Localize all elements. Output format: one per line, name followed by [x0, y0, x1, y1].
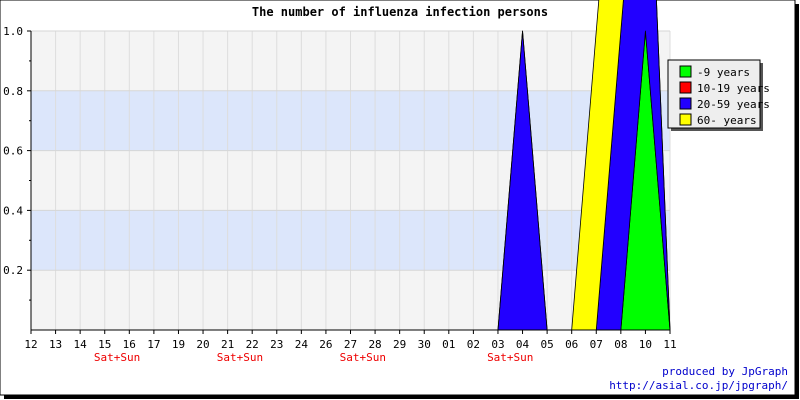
- x-tick-label: 05: [540, 338, 553, 351]
- x-tick-label: 23: [270, 338, 283, 351]
- x-tick-label: 07: [590, 338, 603, 351]
- legend-swatch: [679, 81, 692, 94]
- x-tick-label: 11: [663, 338, 676, 351]
- x-tick-label: 08: [614, 338, 627, 351]
- x-tick-label: 04: [516, 338, 530, 351]
- x-tick-label: 15: [98, 338, 111, 351]
- x-tick-label: 12: [24, 338, 37, 351]
- y-tick-label: 1.0: [3, 25, 23, 38]
- x-tick-label: 26: [319, 338, 332, 351]
- x-tick-label: 20: [196, 338, 209, 351]
- weekend-label: Sat+Sun: [94, 351, 140, 364]
- weekend-label: Sat+Sun: [217, 351, 263, 364]
- x-tick-label: 16: [123, 338, 136, 351]
- x-tick-label: 21: [221, 338, 234, 351]
- x-tick-label: 17: [147, 338, 160, 351]
- legend-swatch: [679, 97, 692, 110]
- x-tick-label: 03: [491, 338, 504, 351]
- x-tick-label: 28: [368, 338, 381, 351]
- weekend-label: Sat+Sun: [487, 351, 533, 364]
- legend-label: 10-19 years: [697, 82, 770, 95]
- legend-label: -9 years: [697, 66, 750, 79]
- x-tick-label: 14: [74, 338, 88, 351]
- x-tick-label: 29: [393, 338, 406, 351]
- y-tick-label: 0.8: [3, 85, 23, 98]
- x-tick-label: 22: [246, 338, 259, 351]
- legend-swatch: [679, 65, 692, 78]
- x-tick-label: 10: [639, 338, 652, 351]
- x-tick-label: 24: [295, 338, 309, 351]
- chart-title: The number of influenza infection person…: [252, 5, 548, 19]
- x-tick-label: 01: [442, 338, 455, 351]
- y-tick-label: 0.6: [3, 145, 23, 158]
- x-tick-label: 19: [172, 338, 185, 351]
- legend-label: 20-59 years: [697, 98, 770, 111]
- x-tick-label: 02: [467, 338, 480, 351]
- weekend-label: Sat+Sun: [340, 351, 386, 364]
- x-tick-label: 06: [565, 338, 578, 351]
- legend-swatch: [679, 113, 692, 126]
- credit-url[interactable]: http://asial.co.jp/jpgraph/: [609, 379, 788, 392]
- x-tick-label: 13: [49, 338, 62, 351]
- x-tick-label: 30: [418, 338, 431, 351]
- credit-producer: produced by JpGraph: [662, 365, 788, 378]
- y-tick-label: 0.4: [3, 204, 23, 217]
- x-tick-label: 27: [344, 338, 357, 351]
- y-tick-label: 0.2: [3, 264, 23, 277]
- legend-label: 60- years: [697, 114, 757, 127]
